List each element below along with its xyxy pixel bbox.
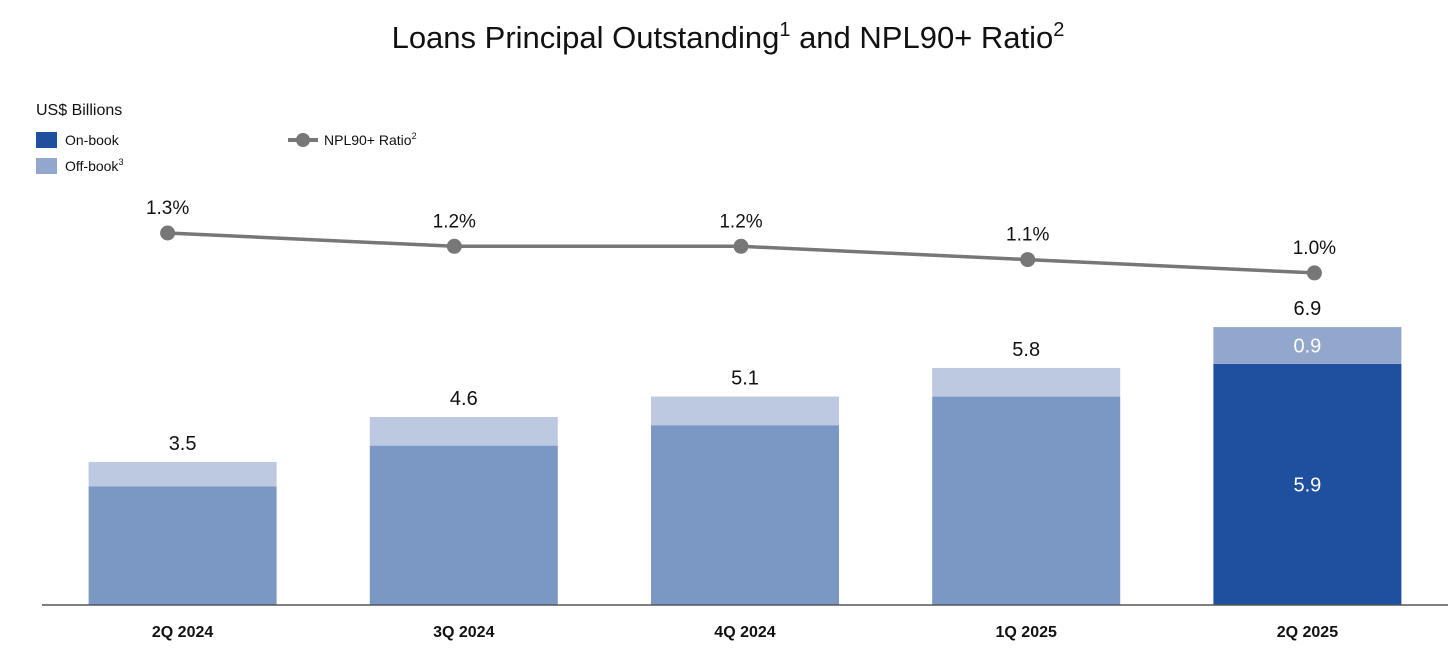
segment-label-off-book: 0.9 — [1293, 335, 1321, 357]
npl-value-label: 1.3% — [146, 198, 189, 219]
bar-on-book — [88, 486, 277, 605]
legend-line-npl — [288, 132, 318, 148]
legend-on-book: On-book — [36, 132, 119, 148]
x-tick-label: 4Q 2024 — [714, 624, 775, 641]
bar-total-label: 6.9 — [1293, 298, 1321, 320]
npl-point — [1306, 265, 1322, 281]
npl-point — [446, 238, 462, 254]
npl-value-label: 1.2% — [433, 211, 476, 232]
legend-off-book: Off-book3 — [36, 158, 123, 174]
bar-on-book — [932, 396, 1121, 605]
bar-off-book — [651, 396, 839, 426]
bar-on-book — [369, 445, 558, 605]
legend-label-off-book: Off-book3 — [65, 157, 124, 175]
npl-value-label: 1.1% — [1006, 225, 1049, 246]
bar-off-book — [369, 417, 558, 446]
bar-total-label: 5.8 — [1012, 339, 1040, 361]
bar-total-label: 3.5 — [169, 433, 197, 455]
legend-label-on-book: On-book — [65, 132, 119, 148]
x-tick-label: 2Q 2025 — [1277, 624, 1338, 641]
npl-point — [733, 238, 749, 254]
legend-swatch-on-book — [36, 132, 57, 148]
bar-off-book — [88, 461, 277, 487]
legend-npl: NPL90+ Ratio2 — [288, 132, 417, 148]
x-tick-label: 3Q 2024 — [433, 624, 494, 641]
npl-point — [160, 225, 176, 241]
x-tick-label: 1Q 2025 — [996, 624, 1057, 641]
bar-total-label: 5.1 — [731, 368, 759, 390]
legend-label-npl: NPL90+ Ratio2 — [324, 131, 417, 149]
x-tick-label: 2Q 2024 — [152, 624, 213, 641]
bar-on-book — [651, 425, 839, 605]
units-label: US$ Billions — [36, 102, 123, 119]
bar-off-book — [1213, 327, 1402, 364]
npl-value-label: 1.0% — [1293, 238, 1336, 259]
segment-label-on-book: 5.9 — [1293, 474, 1321, 496]
chart-title: Loans Principal Outstanding1 and NPL90+ … — [391, 19, 1065, 55]
npl-value-label: 1.2% — [719, 211, 762, 232]
bar-off-book — [932, 367, 1121, 397]
bar-total-label: 4.6 — [450, 388, 478, 410]
legend-swatch-off-book — [36, 158, 57, 174]
npl-point — [1020, 252, 1036, 268]
bar-on-book — [1213, 363, 1402, 605]
